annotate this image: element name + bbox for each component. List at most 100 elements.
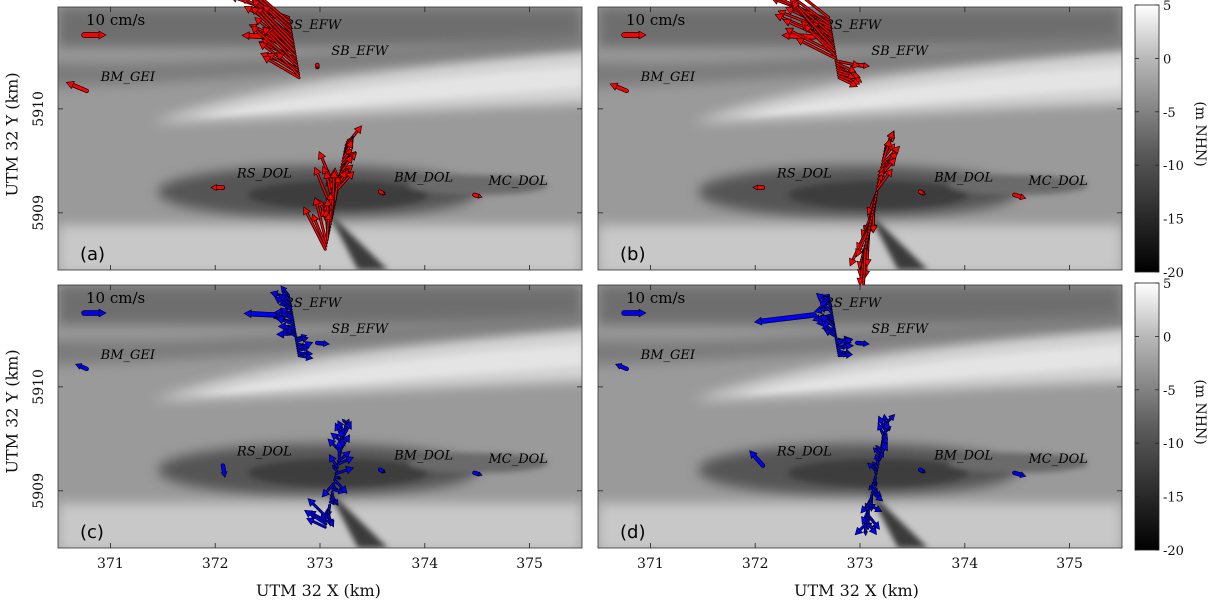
y-tick-label: 5909 <box>31 473 47 509</box>
transect-arrow <box>834 59 861 69</box>
colorbar-tick-label: -15 <box>1163 491 1184 506</box>
bathymetry-background <box>58 285 582 548</box>
bulk-arrow-rs-efw <box>243 309 277 319</box>
transect-arrow <box>837 76 858 88</box>
x-tick-label: 373 <box>847 556 874 572</box>
transect-arrow <box>881 138 892 163</box>
transect-arrow <box>332 464 339 472</box>
station-label-mc-dol: MC_DOL <box>1027 174 1087 189</box>
bathymetry-background <box>58 7 582 270</box>
transect-arrow <box>333 475 342 480</box>
transect-arrow <box>818 299 833 314</box>
colorbar-tick-label: -20 <box>1163 266 1184 281</box>
station-label-sb-efw: SB_EFW <box>871 322 929 337</box>
bulk-arrow-bm-gei <box>609 82 629 94</box>
station-label-rs-dol: RS_DOL <box>776 445 832 460</box>
bulk-arrow-bm-dol <box>377 189 386 196</box>
transect-arrow <box>884 414 896 425</box>
station-label-rs-dol: RS_DOL <box>236 445 292 460</box>
transect-arrow <box>306 517 327 529</box>
transect-arrow <box>872 461 879 469</box>
station-label-bm-gei: BM_GEI <box>640 348 696 363</box>
scale-label: 10 cm/s <box>626 11 685 29</box>
scale-arrow <box>621 308 647 318</box>
transect-arrow <box>815 292 832 307</box>
x-tick-label: 373 <box>307 556 334 572</box>
x-tick-label: 375 <box>1056 556 1083 572</box>
bulk-arrow-rs-dol <box>749 450 766 468</box>
transect-arrow <box>312 196 328 245</box>
bulk-arrow-bm-gei <box>75 363 89 372</box>
transect-arrow <box>795 37 838 60</box>
station-label-bm-dol: BM_DOL <box>393 449 453 464</box>
y-tick-label: 5910 <box>31 91 47 127</box>
transect-arrow <box>250 25 299 68</box>
transect-arrow <box>334 440 344 460</box>
colorbar-label-bottom: (m NHN) <box>1192 379 1208 445</box>
x-axis-label-right: UTM 32 X (km) <box>794 581 919 600</box>
transect-arrow <box>873 453 880 466</box>
transect-arrow <box>804 0 831 19</box>
scale-label: 10 cm/s <box>86 11 145 29</box>
colorbar-top: 5 0 -5 -10 -15 -20 <box>1134 0 1184 281</box>
scale-arrow <box>81 308 107 318</box>
transect-arrow <box>262 56 301 80</box>
bulk-arrow-mc-dol <box>1012 470 1027 479</box>
transect-arrow <box>295 336 309 343</box>
colorbar-bottom: 5 0 -5 -10 -15 -20 <box>1134 277 1184 559</box>
transect-arrow <box>872 447 882 457</box>
bulk-arrow-bm-gei <box>615 363 629 372</box>
station-label-rs-efw: RS_EFW <box>283 18 343 33</box>
bulk-arrow-mc-dol <box>472 470 483 477</box>
map-panel-a: (a) 10 cm/s RS_EFW SB_EFW BM_GEI RS_DOL BM_DOL… <box>57 0 583 271</box>
transect-arrows <box>772 0 900 297</box>
transect-arrow <box>276 316 296 326</box>
transect-arrow <box>873 466 878 476</box>
transect-arrow <box>870 491 884 502</box>
station-label-rs-efw: RS_EFW <box>823 296 883 311</box>
transect-arrow <box>273 296 293 309</box>
station-label-rs-dol: RS_DOL <box>236 167 292 182</box>
transect-arrow <box>303 206 327 251</box>
map-panel-d: (d) 10 cm/s RS_EFW SB_EFW BM_GEI RS_DOL BM_DOL… <box>597 284 1123 549</box>
transect-arrow <box>282 324 296 332</box>
transect-arrow <box>860 500 872 514</box>
transect-arrow <box>311 213 328 248</box>
scale-arrow <box>81 30 107 40</box>
transect-arrow <box>803 24 837 58</box>
transect-arrow <box>262 26 298 65</box>
station-label-mc-dol: MC_DOL <box>487 452 547 467</box>
station-label-bm-gei: BM_GEI <box>100 348 156 363</box>
transect-arrow <box>334 466 355 476</box>
station-label-bm-gei: BM_GEI <box>100 70 156 85</box>
station-label-bm-dol: BM_DOL <box>933 171 993 186</box>
transect-arrow <box>297 353 314 361</box>
transect-arrows <box>812 292 896 537</box>
transect-arrow <box>875 168 893 191</box>
transect-arrow <box>286 329 298 338</box>
x-tick-label: 374 <box>411 556 438 572</box>
scale-label: 10 cm/s <box>626 289 685 307</box>
colorbar-tick-label: -5 <box>1163 384 1176 399</box>
transect-arrow <box>880 145 900 166</box>
scale-arrow <box>621 30 647 40</box>
transect-arrow <box>875 444 882 454</box>
colorbar-tick-label: -5 <box>1163 106 1176 121</box>
transect-arrow <box>868 503 883 513</box>
transect-arrow <box>868 481 876 491</box>
transect-arrow <box>877 415 887 432</box>
station-label-rs-efw: RS_EFW <box>283 296 343 311</box>
panel-label: (d) <box>620 522 645 543</box>
map-panel-b: (b) 10 cm/s RS_EFW SB_EFW BM_GEI RS_DOL BM_DOL… <box>597 0 1123 297</box>
bulk-arrow-rs-dol <box>210 184 226 192</box>
transect-arrows <box>233 0 363 251</box>
transect-arrow <box>823 329 838 338</box>
x-tick-label: 372 <box>742 556 769 572</box>
y-axis-label-bottom: UTM 32 Y (km) <box>2 349 22 474</box>
bulk-arrow-rs-dol <box>220 463 228 479</box>
station-label-rs-dol: RS_DOL <box>776 167 832 182</box>
bulk-arrow-sb-efw <box>315 62 320 70</box>
transect-arrow <box>876 174 884 188</box>
colorbar-tick-label: -20 <box>1163 544 1184 559</box>
station-label-bm-dol: BM_DOL <box>393 171 453 186</box>
